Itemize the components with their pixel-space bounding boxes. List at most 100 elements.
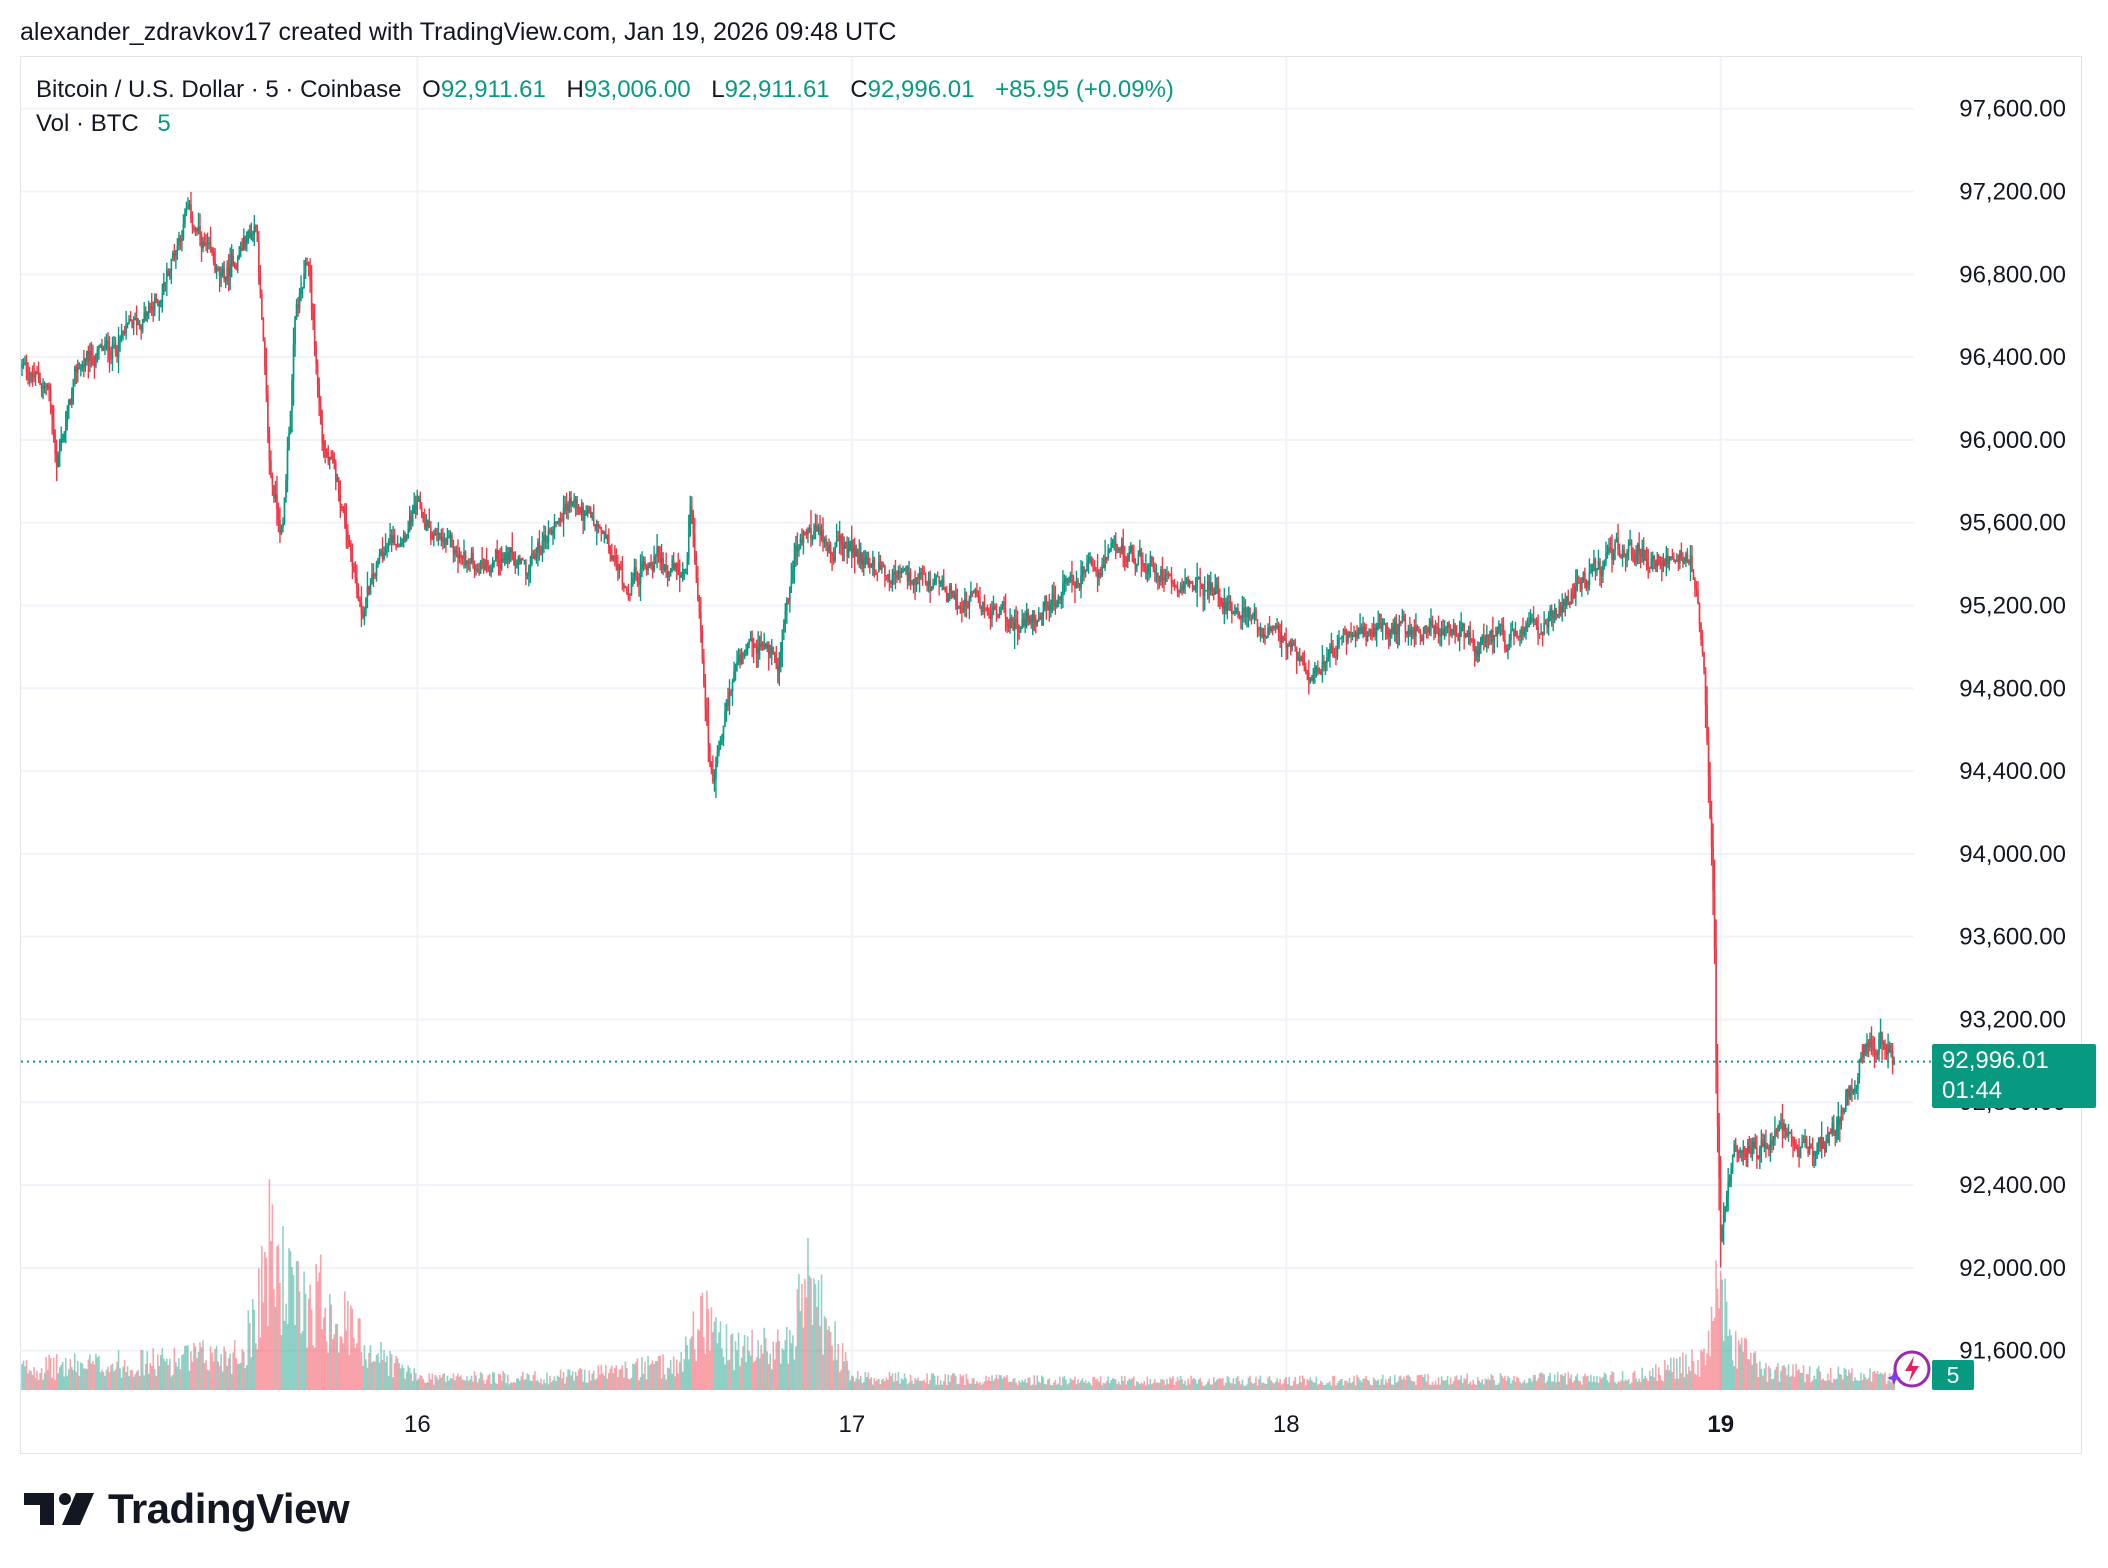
volume-bar <box>748 1350 750 1390</box>
candle-body <box>1469 631 1472 640</box>
volume-bar <box>1004 1377 1007 1390</box>
candle-body <box>348 540 351 545</box>
candle-body <box>686 558 689 569</box>
candle-body <box>1461 623 1464 627</box>
volume-bar <box>559 1369 562 1390</box>
candle-body <box>1277 625 1280 633</box>
candle-body <box>1617 537 1619 550</box>
candle-body <box>1473 646 1476 654</box>
candle-body <box>1843 1109 1846 1112</box>
volume-bar <box>387 1376 390 1390</box>
volume-bar <box>1594 1381 1597 1390</box>
candle-body <box>528 567 530 575</box>
candle-body <box>1262 633 1265 637</box>
volume-bar <box>1739 1344 1742 1390</box>
volume-bar <box>72 1370 75 1390</box>
candle-body <box>1392 626 1395 634</box>
candle-body <box>553 521 556 530</box>
candle-body <box>1090 556 1093 566</box>
candle-body <box>1493 635 1496 642</box>
candle-body <box>1309 677 1312 680</box>
volume-bar <box>356 1343 358 1390</box>
candle-body <box>684 568 687 570</box>
volume-bar <box>736 1350 738 1390</box>
volume-bar <box>1440 1376 1443 1390</box>
volume-bar <box>1350 1383 1352 1390</box>
volume-bar <box>890 1375 892 1390</box>
candle-body <box>1876 1052 1879 1056</box>
volume-bar <box>1734 1331 1737 1390</box>
candle-body <box>844 541 847 546</box>
volume-bar <box>805 1297 808 1390</box>
volume-bar <box>1588 1381 1591 1390</box>
volume-bar <box>129 1370 132 1390</box>
candle-body <box>1611 548 1613 560</box>
candle-body <box>757 646 759 654</box>
volume-bar <box>1774 1369 1776 1390</box>
candle-body <box>345 521 348 532</box>
candle-body <box>1001 601 1004 608</box>
volume-bar <box>1873 1370 1876 1390</box>
volume-bar <box>1363 1378 1366 1390</box>
candle-body <box>1510 631 1512 640</box>
candle-body <box>1276 625 1278 629</box>
lightning-icon[interactable] <box>1886 1345 1934 1393</box>
candle-body <box>1175 586 1177 588</box>
volume-bar <box>1134 1385 1137 1390</box>
candle-body <box>948 585 951 594</box>
volume-bar <box>1546 1380 1548 1390</box>
volume-bar <box>1519 1381 1521 1390</box>
candle-body <box>1644 558 1647 561</box>
volume-bar <box>354 1347 357 1390</box>
candle-body <box>942 578 945 589</box>
candle-body <box>137 323 139 326</box>
volume-bar <box>229 1353 231 1390</box>
candle-body <box>205 243 207 246</box>
volume-bar <box>1730 1335 1732 1390</box>
candle-body <box>1555 608 1557 615</box>
volume-bar <box>1092 1377 1094 1390</box>
volume-bar <box>1753 1352 1755 1390</box>
volume-bar <box>1075 1384 1078 1390</box>
candle-body <box>1499 624 1502 626</box>
candle-body <box>1182 583 1185 590</box>
volume-bar <box>1718 1308 1720 1390</box>
candle-body <box>1553 608 1556 618</box>
candle-body <box>986 608 989 611</box>
candle-body <box>737 654 740 662</box>
volume-bar <box>1158 1382 1161 1390</box>
candle-body <box>876 572 879 574</box>
volume-bar <box>531 1381 533 1390</box>
candle-body <box>636 576 639 582</box>
candle-body <box>873 560 876 570</box>
volume-bar <box>1093 1376 1096 1390</box>
volume-bar <box>840 1369 842 1390</box>
volume-bar <box>1442 1379 1444 1390</box>
volume-bar <box>914 1377 916 1390</box>
candle-body <box>1015 619 1017 622</box>
volume-bar <box>1199 1377 1201 1390</box>
candle-body <box>224 279 227 281</box>
volume-bar <box>1712 1321 1714 1390</box>
candle-body <box>87 351 90 361</box>
volume-bar <box>1090 1385 1093 1390</box>
candle-body <box>930 587 933 592</box>
volume-bar <box>852 1376 855 1390</box>
volume-bar <box>727 1360 729 1390</box>
candle-body <box>979 597 981 607</box>
volume-bar <box>1050 1384 1052 1390</box>
y-tick-label: 91,600.00 <box>1959 1338 2066 1365</box>
candle-body <box>630 582 633 596</box>
volume-bar <box>1820 1379 1823 1390</box>
volume-bar <box>230 1373 233 1390</box>
candle-body <box>383 552 385 559</box>
volume-bar <box>398 1363 400 1390</box>
candle-body <box>716 752 719 764</box>
volume-bar <box>881 1379 883 1390</box>
volume-bar <box>1214 1381 1217 1390</box>
candle-body <box>1036 620 1039 624</box>
candle-body <box>1181 586 1183 590</box>
volume-bar <box>645 1379 648 1390</box>
candle-body <box>1519 635 1521 638</box>
